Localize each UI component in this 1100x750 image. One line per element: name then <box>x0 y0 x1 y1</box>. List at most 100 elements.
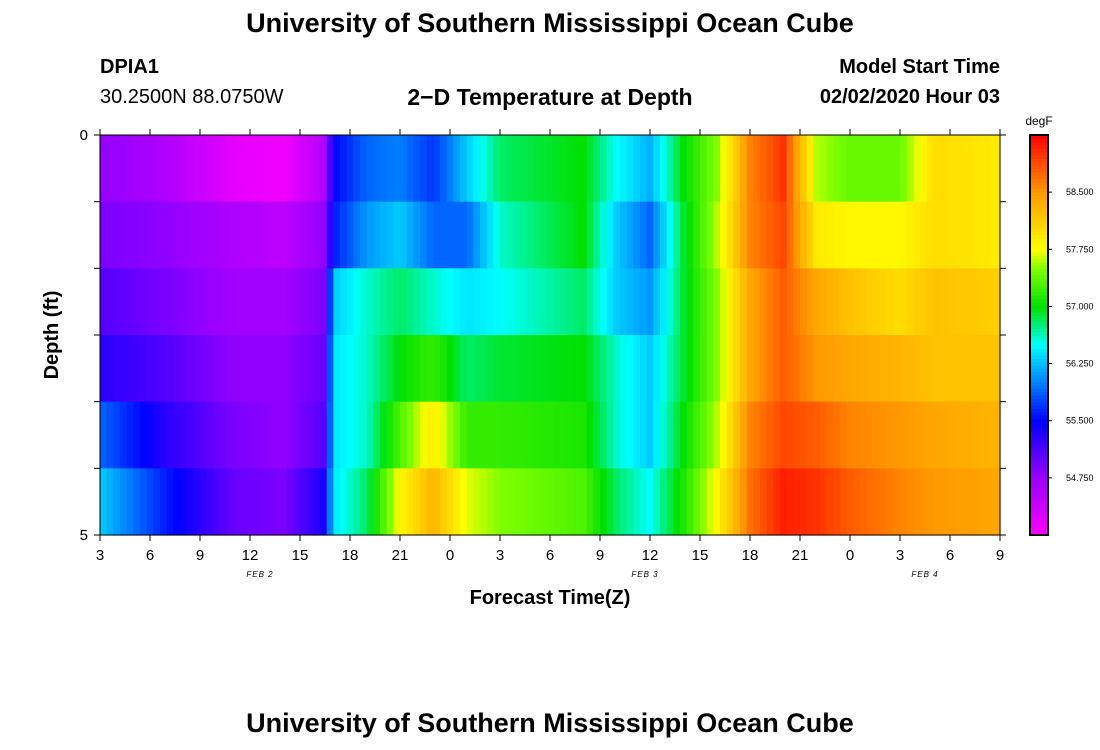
heatmap-cell <box>993 135 1001 203</box>
heatmap-cell <box>720 201 728 269</box>
heatmap-cell <box>246 268 254 336</box>
heatmap-cell <box>773 335 781 403</box>
heatmap-cell <box>420 468 428 536</box>
heatmap-cell <box>560 335 568 403</box>
heatmap-cell <box>566 268 574 336</box>
model-start-value: 02/02/2020 Hour 03 <box>819 86 1000 108</box>
heatmap-cell <box>866 468 874 536</box>
heatmap-cell <box>173 268 181 336</box>
heatmap-cell <box>560 468 568 536</box>
heatmap-cell <box>673 268 681 336</box>
heatmap-cell <box>200 335 208 403</box>
colorbar-segment <box>1030 308 1048 313</box>
heatmap-cell <box>420 201 428 269</box>
heatmap-cell <box>873 268 881 336</box>
heatmap-cell <box>660 335 668 403</box>
heatmap-cell <box>440 401 448 469</box>
heatmap-cell <box>620 268 628 336</box>
heatmap-cell <box>833 201 841 269</box>
heatmap-cell <box>773 401 781 469</box>
heatmap-cell <box>906 468 914 536</box>
x-axis-label: Forecast Time(Z) <box>470 587 631 609</box>
colorbar-segment <box>1030 501 1048 506</box>
heatmap-cell <box>140 135 148 203</box>
heatmap-cell <box>166 135 174 203</box>
heatmap-cell <box>333 201 341 269</box>
heatmap-cell <box>106 268 114 336</box>
heatmap-cell <box>253 401 261 469</box>
colorbar-segment <box>1030 161 1048 166</box>
heatmap-cell <box>733 401 741 469</box>
heatmap-cell <box>406 335 414 403</box>
heatmap-cell <box>720 135 728 203</box>
heatmap-cell <box>453 468 461 536</box>
heatmap-cell <box>913 201 921 269</box>
colorbar-segment <box>1030 525 1048 529</box>
heatmap-cell <box>913 135 921 203</box>
heatmap-cell <box>140 401 148 469</box>
colorbar-segment <box>1030 271 1048 276</box>
heatmap-cell <box>160 135 168 203</box>
x-tick-label: 18 <box>742 547 759 564</box>
heatmap-cell <box>906 401 914 469</box>
heatmap-cell <box>506 468 514 536</box>
heatmap-cell <box>460 268 468 336</box>
heatmap-cell <box>286 335 294 403</box>
heatmap-cell <box>186 268 194 336</box>
heatmap-cell <box>246 401 254 469</box>
heatmap-cell <box>273 468 281 536</box>
heatmap-cell <box>673 335 681 403</box>
heatmap-cell <box>606 201 614 269</box>
colorbar-segment <box>1030 295 1048 299</box>
heatmap-cell <box>686 401 694 469</box>
heatmap-cell <box>680 201 688 269</box>
heatmap-cell <box>153 335 161 403</box>
heatmap-cell <box>953 201 961 269</box>
heatmap-cell <box>966 135 974 203</box>
heatmap-cell <box>820 335 828 403</box>
heatmap-cell <box>740 135 748 203</box>
heatmap-cell <box>253 201 261 269</box>
heatmap-cell <box>373 335 381 403</box>
heatmap-cell <box>940 468 948 536</box>
heatmap-cell <box>313 201 321 269</box>
heatmap-cell <box>433 135 441 203</box>
heatmap-cell <box>393 335 401 403</box>
heatmap-cell <box>740 468 748 536</box>
colorbar-segment <box>1030 278 1048 283</box>
heatmap-cell <box>233 201 241 269</box>
heatmap-cell <box>806 135 814 203</box>
heatmap-cell <box>260 268 268 336</box>
colorbar-tick-label: 58.500 <box>1066 187 1094 197</box>
colorbar-segment <box>1030 441 1048 446</box>
heatmap-cell <box>980 268 988 336</box>
heatmap-cell <box>826 268 834 336</box>
heatmap-cell <box>740 401 748 469</box>
heatmap-cell <box>600 201 608 269</box>
heatmap-cell <box>426 268 434 336</box>
y-axis: 05 <box>80 127 1006 544</box>
heatmap-cell <box>886 401 894 469</box>
heatmap-cell <box>200 401 208 469</box>
heatmap-cell <box>706 268 714 336</box>
heatmap-cell <box>953 335 961 403</box>
heatmap-cell <box>993 201 1001 269</box>
heatmap-cell <box>600 335 608 403</box>
heatmap-cell <box>140 335 148 403</box>
heatmap-cell <box>380 468 388 536</box>
heatmap-cell <box>300 401 308 469</box>
heatmap-cell <box>746 401 754 469</box>
heatmap-cell <box>153 401 161 469</box>
colorbar-segment <box>1030 255 1048 259</box>
heatmap-cell <box>566 401 574 469</box>
heatmap-cell <box>553 468 561 536</box>
heatmap-cell <box>300 201 308 269</box>
heatmap-cell <box>566 201 574 269</box>
colorbar-segment <box>1030 285 1048 289</box>
heatmap-cell <box>366 401 374 469</box>
colorbar-segment <box>1030 208 1048 213</box>
heatmap-cell <box>700 401 708 469</box>
heatmap-cell <box>813 401 821 469</box>
heatmap-cell <box>600 401 608 469</box>
heatmap-cell <box>293 468 301 536</box>
